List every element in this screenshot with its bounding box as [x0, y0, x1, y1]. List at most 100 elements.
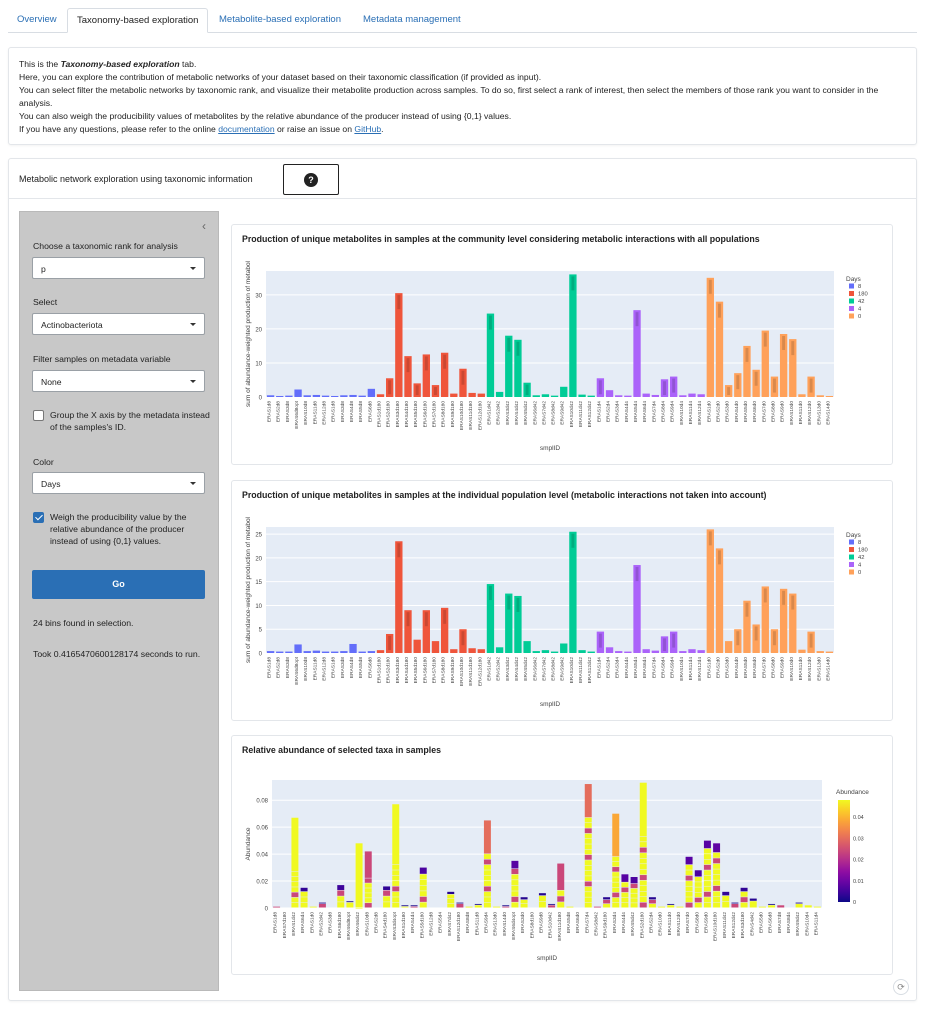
- x-tick-label: ERAS10d42: [548, 912, 554, 939]
- bar-segment: [548, 903, 556, 905]
- select-label: Select: [33, 297, 58, 307]
- bar-segment: [694, 882, 702, 887]
- x-tick-label: ERAS3d0: [725, 657, 731, 678]
- tab-metabolite-based-exploration[interactable]: Metabolite-based exploration: [219, 14, 341, 25]
- bar-segment: [703, 897, 711, 903]
- bar-label-mark: [635, 312, 639, 327]
- bar-label-mark: [754, 371, 758, 386]
- bar-segment: [685, 856, 693, 865]
- x-tick-label: ERAS1d4: [596, 657, 602, 678]
- info-panel: This is the Taxonomy-based exploration t…: [8, 47, 917, 145]
- x-tick-label: ERAS1d0: [706, 657, 712, 678]
- bar-segment: [483, 886, 491, 892]
- bar-label-mark: [488, 315, 492, 330]
- bar: [514, 339, 522, 397]
- x-tick-label: ERAS2d0: [715, 657, 721, 678]
- bar-segment: [685, 870, 693, 876]
- tab-overview[interactable]: Overview: [17, 14, 57, 25]
- bar-segment: [346, 901, 354, 903]
- go-button[interactable]: Go: [32, 570, 205, 599]
- x-tick-label: ERAS8d4: [661, 401, 667, 422]
- x-tick-label: ERAS4d0: [734, 657, 740, 678]
- bar: [587, 651, 595, 653]
- bar-segment: [419, 879, 427, 886]
- bar-segment: [364, 883, 372, 888]
- bar-segment: [520, 903, 528, 908]
- bar-label-mark: [525, 384, 529, 395]
- legend-label: 42: [858, 299, 864, 305]
- bar: [779, 334, 788, 397]
- bar: [734, 373, 742, 397]
- tab-metadata-management[interactable]: Metadata management: [363, 14, 461, 25]
- x-tick-label: ERAS3d8: [340, 401, 346, 422]
- rank-select[interactable]: p: [32, 257, 205, 279]
- bar: [303, 395, 311, 397]
- bar: [734, 629, 742, 653]
- filter-select[interactable]: None: [32, 370, 205, 392]
- color-select[interactable]: Days: [32, 472, 205, 494]
- bar-segment: [713, 896, 721, 902]
- bar-label-mark: [507, 337, 511, 352]
- bar-segment: [768, 903, 776, 905]
- bar-segment: [511, 880, 519, 886]
- bar-segment: [703, 859, 711, 865]
- bar-segment: [511, 860, 519, 869]
- x-tick-label: ERAS12d4: [697, 657, 703, 681]
- bar-label-mark: [782, 590, 786, 605]
- bar-segment: [584, 849, 592, 855]
- x-tick-label: ERAS2d180: [386, 657, 392, 684]
- documentation-link[interactable]: documentation: [218, 124, 275, 134]
- github-link[interactable]: GitHub: [354, 124, 382, 134]
- x-tick-label: ERAS10d42: [569, 401, 575, 428]
- bar: [505, 593, 513, 653]
- refresh-icon[interactable]: ⟳: [893, 979, 909, 995]
- bar: [358, 651, 366, 653]
- y-tick-label: 0.02: [256, 880, 268, 886]
- legend-title: Days: [846, 532, 862, 539]
- panel-header: Metabolic network exploration using taxo…: [9, 159, 916, 199]
- bar-segment: [410, 905, 418, 907]
- bar-segment: [483, 854, 491, 859]
- bar-segment: [410, 906, 418, 908]
- x-tick-label: ERAS12d8: [322, 401, 328, 425]
- info-text: .: [381, 124, 384, 134]
- bar-segment: [639, 853, 647, 859]
- x-tick-label: ERAS1d8: [267, 657, 273, 678]
- x-tick-label: ERAS1d0: [309, 912, 315, 933]
- bar-segment: [291, 817, 299, 872]
- group-x-axis-checkbox[interactable]: [33, 410, 44, 421]
- bar-segment: [584, 902, 592, 908]
- chevron-left-icon[interactable]: ‹: [202, 219, 206, 233]
- bar-segment: [639, 858, 647, 864]
- bar-segment: [483, 875, 491, 881]
- bar-segment: [401, 906, 409, 908]
- bar: [789, 593, 797, 653]
- help-button[interactable]: ?: [283, 164, 339, 195]
- tab-taxonomy-based-exploration[interactable]: Taxonomy-based exploration: [67, 8, 209, 33]
- bar-segment: [639, 897, 647, 903]
- x-tick-label: ERAS9d0: [703, 912, 709, 933]
- bar: [523, 382, 531, 397]
- sidebar: ‹ Choose a taxonomic rank for analysis p…: [19, 211, 219, 991]
- x-tick-label: ERAS7d42: [447, 912, 453, 936]
- plot-title: Production of unique metabolites in samp…: [242, 234, 760, 244]
- bar-segment: [483, 902, 491, 908]
- legend-swatch: [849, 562, 854, 567]
- bar: [587, 395, 595, 397]
- weigh-abundance-checkbox[interactable]: [33, 512, 44, 523]
- bar: [605, 390, 614, 397]
- taxon-select-value: Actinobacteriota: [41, 320, 103, 330]
- bar: [532, 395, 540, 397]
- x-tick-label: ERAS12d0: [676, 912, 682, 936]
- bar-segment: [713, 863, 721, 869]
- taxon-select[interactable]: Actinobacteriota: [32, 313, 205, 335]
- bar: [294, 644, 302, 653]
- x-tick-label: ERAS12d0: [807, 657, 813, 681]
- x-tick-label: ERAS1d180: [377, 401, 383, 428]
- bar-segment: [364, 851, 372, 878]
- x-tick-label: ERAS11d42: [578, 657, 584, 683]
- bar: [660, 379, 669, 397]
